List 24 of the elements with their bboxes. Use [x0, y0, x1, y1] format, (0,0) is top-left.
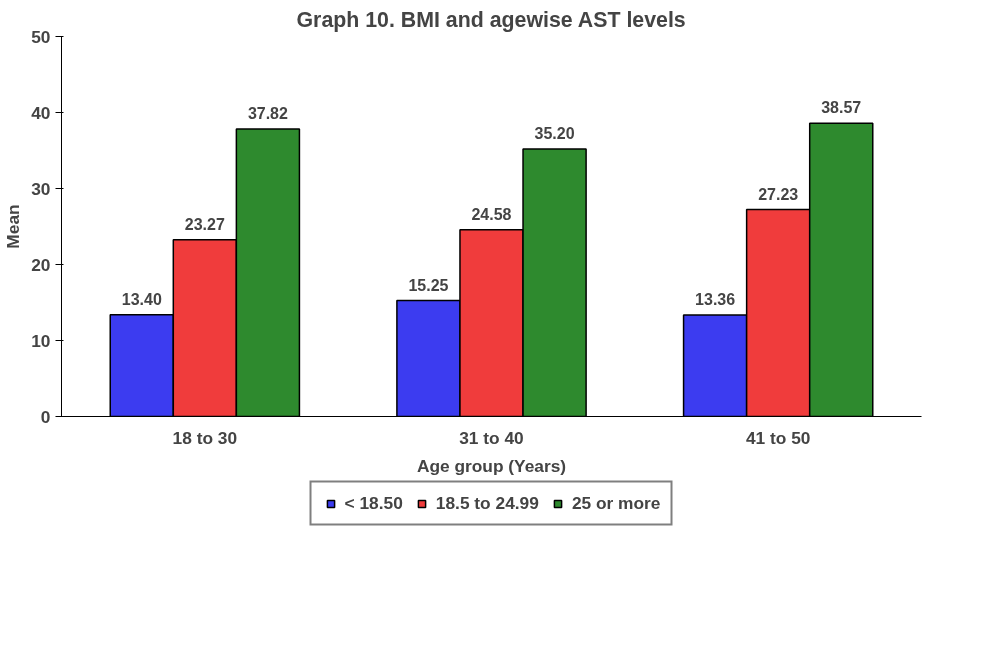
x-tick-label: 18 to 30 — [172, 427, 238, 448]
x-axis-title: Age group (Years) — [416, 455, 567, 476]
y-tick-label: 30 — [31, 178, 51, 199]
x-tick-label: 41 to 50 — [745, 427, 811, 448]
legend-label: < 18.50 — [344, 492, 403, 514]
y-tick-label: 40 — [31, 102, 51, 123]
data-label: 37.82 — [247, 105, 289, 123]
data-label: 13.40 — [121, 290, 162, 308]
y-tick-label: 10 — [31, 330, 51, 351]
data-label: 27.23 — [758, 185, 799, 203]
x-tick-label: 31 to 40 — [459, 427, 524, 448]
y-tick-label: 20 — [31, 254, 51, 275]
data-label: 23.27 — [184, 215, 225, 233]
y-axis-title: Mean — [3, 204, 24, 249]
y-tick-label: 50 — [31, 26, 51, 47]
legend-label: 25 or more — [571, 492, 661, 514]
data-label: 13.36 — [695, 290, 736, 308]
data-label: 15.25 — [408, 276, 449, 294]
data-label: 24.58 — [471, 205, 512, 223]
chart-title: Graph 10. BMI and agewise AST levels — [296, 7, 686, 32]
data-label: 35.20 — [534, 124, 575, 142]
y-tick-label: 0 — [40, 406, 51, 427]
data-label: 38.57 — [821, 99, 862, 117]
legend-label: 18.5 to 24.99 — [435, 492, 539, 514]
